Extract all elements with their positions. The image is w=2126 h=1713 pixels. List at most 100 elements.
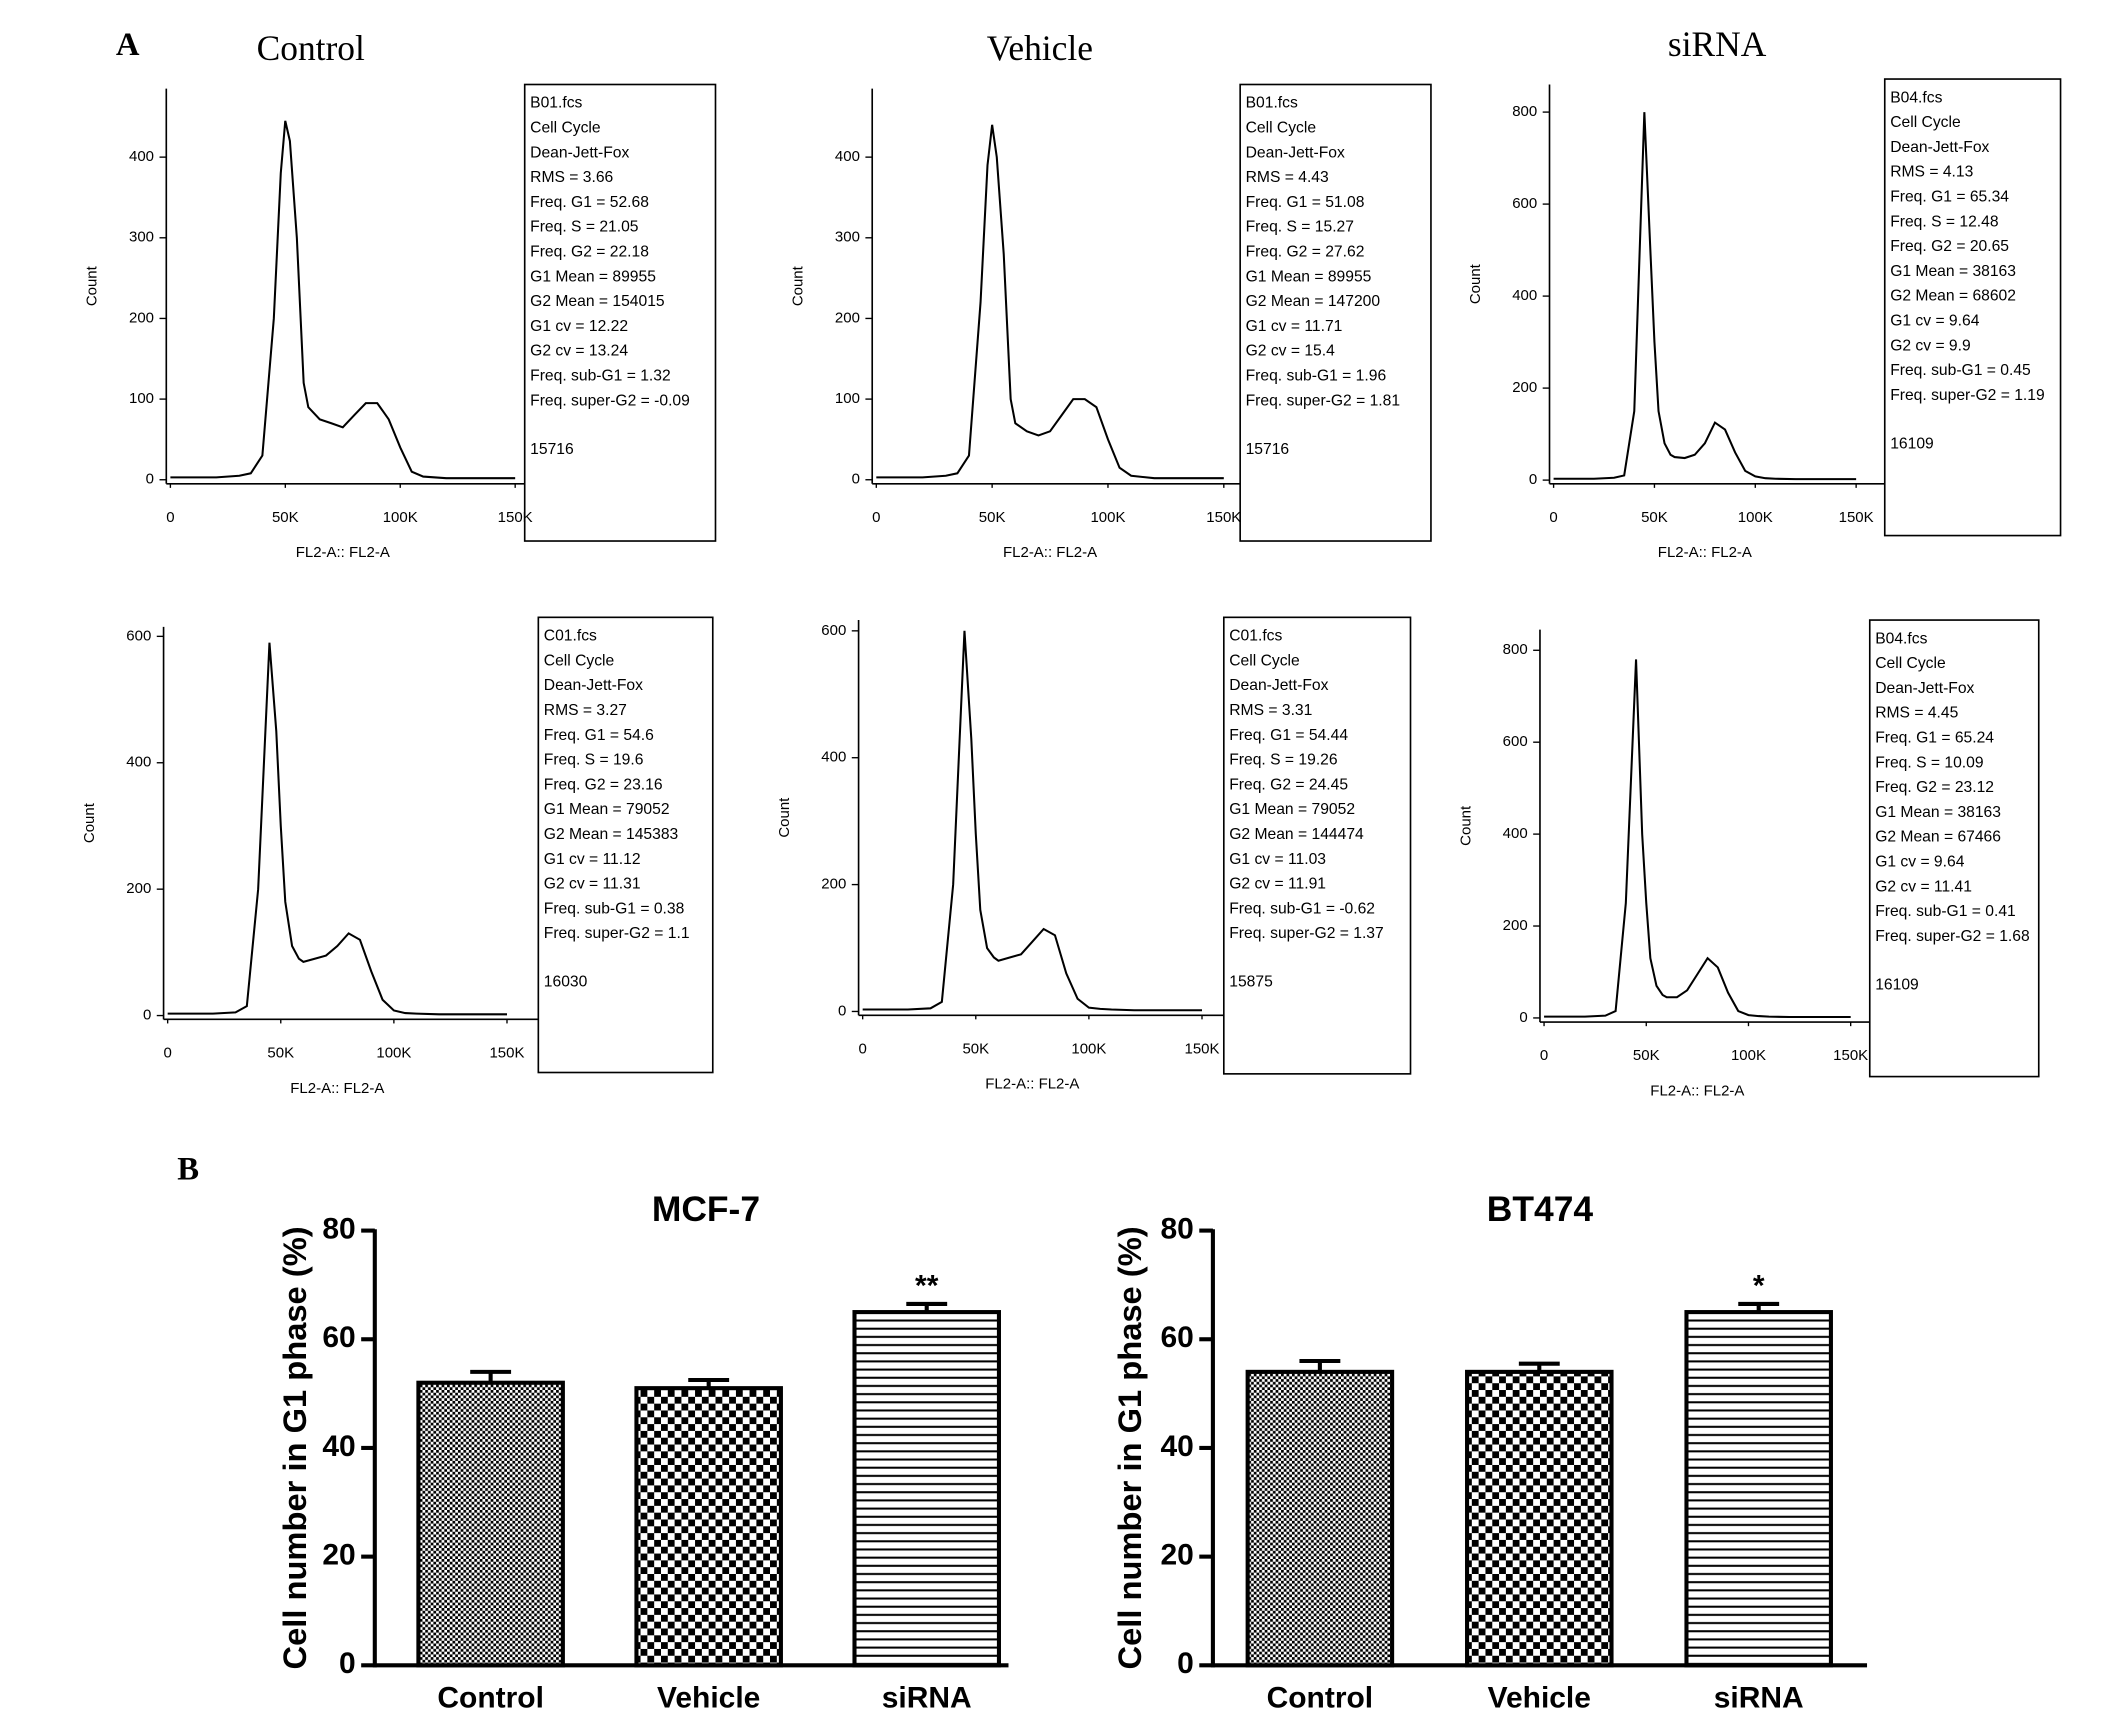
x-tick-label: Control (437, 1681, 544, 1713)
stats-line: RMS = 4.45 (1875, 705, 1958, 722)
y-tick-label: 800 (1512, 103, 1537, 120)
stats-line: Cell Cycle (1229, 652, 1300, 669)
x-tick-label: siRNA (1714, 1681, 1804, 1713)
y-tick-label: 400 (129, 148, 154, 165)
stats-line: Freq. G2 = 22.18 (530, 244, 649, 261)
y-tick-label: 0 (1519, 1009, 1527, 1026)
stats-line: Freq. super-G2 = 1.68 (1875, 928, 2030, 945)
y-axis-label: Cell number in G1 phase (%) (276, 1226, 313, 1669)
x-tick-label: 100K (1090, 509, 1125, 526)
y-tick-label: 80 (1160, 1213, 1193, 1246)
y-tick-label: 600 (1512, 195, 1537, 212)
stats-line: Freq. S = 19.26 (1229, 752, 1338, 769)
significance: ** (915, 1270, 939, 1303)
stats-line: Dean-Jett-Fox (544, 677, 643, 694)
stats-box (1239, 83, 1432, 542)
stats-line: G1 Mean = 79052 (544, 801, 670, 818)
y-tick-label: 0 (838, 1002, 846, 1019)
stats-line: Freq. G2 = 24.45 (1229, 776, 1348, 793)
y-axis-label: Count (84, 265, 101, 306)
stats-line: Dean-Jett-Fox (1246, 144, 1345, 161)
stats-line: G2 cv = 15.4 (1246, 343, 1335, 360)
stats-box (1222, 616, 1412, 1075)
y-tick-label: 300 (129, 229, 154, 246)
stats-line: Freq. G1 = 51.08 (1246, 194, 1365, 211)
y-tick-label: 400 (835, 148, 860, 165)
error-bar (688, 1377, 730, 1389)
stats-box (523, 83, 717, 542)
x-axis-label: FL2-A:: FL2-A (1003, 544, 1097, 561)
stats-line: Freq. S = 15.27 (1246, 219, 1354, 236)
y-axis-label: Count (1457, 805, 1474, 846)
error-bar (1518, 1361, 1560, 1372)
stats-box (1883, 78, 2062, 537)
stats-line: Freq. sub-G1 = 0.38 (544, 900, 685, 917)
histogram-line (1544, 659, 1851, 1019)
x-tick-label: Vehicle (657, 1681, 760, 1713)
stats-line: Cell Cycle (1890, 114, 1961, 131)
stats-line: G2 Mean = 67466 (1875, 829, 2001, 846)
histogram-line (1553, 112, 1857, 481)
stats-line: G1 cv = 12.22 (530, 318, 628, 335)
panel-label: B (177, 1151, 199, 1187)
y-axis-label: Count (1467, 263, 1484, 304)
x-tick-label: 100K (376, 1044, 411, 1061)
error-bar (1299, 1358, 1341, 1372)
stats-line: C01.fcs (1229, 628, 1282, 645)
stats-line: 15875 (1229, 974, 1273, 991)
x-tick-label: 0 (163, 1044, 171, 1061)
y-tick-label: 0 (852, 471, 860, 488)
stats-line: Freq. super-G2 = 1.19 (1890, 387, 2044, 404)
stats-line: Freq. S = 12.48 (1890, 213, 1999, 230)
stats-line: Freq. super-G2 = 1.37 (1229, 925, 1383, 942)
y-tick-label: 20 (1160, 1539, 1193, 1572)
stats-line: Freq. S = 21.05 (530, 219, 639, 236)
y-tick-label: 400 (1503, 825, 1528, 842)
stats-line: Cell Cycle (1875, 655, 1946, 672)
stats-box (1868, 619, 2040, 1078)
stats-line: G2 Mean = 145383 (544, 826, 679, 843)
x-tick-label: 150K (489, 1044, 524, 1061)
stats-line: 15716 (530, 441, 574, 458)
stats-line: G1 Mean = 79052 (1229, 801, 1355, 818)
stats-line: Freq. G2 = 23.12 (1875, 779, 1994, 796)
y-tick-label: 800 (1503, 641, 1528, 658)
x-tick-label: 0 (872, 509, 880, 526)
x-tick-label: 50K (962, 1040, 989, 1057)
bar (1684, 1310, 1833, 1668)
x-axis-label: FL2-A:: FL2-A (1650, 1083, 1744, 1100)
stats-line: B04.fcs (1890, 89, 1942, 106)
y-tick-label: 0 (1529, 471, 1537, 488)
bar (852, 1310, 1001, 1668)
y-tick-label: 600 (821, 622, 846, 639)
stats-line: Freq. S = 10.09 (1875, 754, 1983, 771)
column-title: Control (257, 28, 365, 68)
significance: * (1753, 1270, 1765, 1303)
x-tick-label: 0 (1549, 509, 1557, 526)
stats-line: Freq. G2 = 27.62 (1246, 244, 1365, 261)
y-tick-label: 40 (1160, 1430, 1193, 1463)
stats-line: 16109 (1890, 435, 1934, 452)
stats-line: Cell Cycle (530, 120, 601, 137)
stats-line: G2 cv = 11.31 (544, 876, 641, 893)
x-tick-label: 100K (1738, 509, 1773, 526)
stats-line: Cell Cycle (544, 652, 615, 669)
stats-line: 15716 (1246, 441, 1290, 458)
panel-label: A (116, 27, 140, 63)
stats-line: G2 cv = 9.9 (1890, 337, 1971, 354)
y-tick-label: 20 (322, 1539, 355, 1572)
stats-line: G2 Mean = 144474 (1229, 826, 1364, 843)
x-tick-label: 150K (1839, 509, 1874, 526)
stats-line: G1 cv = 11.71 (1246, 318, 1343, 335)
stats-line: Freq. sub-G1 = 0.41 (1875, 903, 2016, 920)
x-axis-label: FL2-A:: FL2-A (1658, 544, 1752, 561)
y-tick-label: 200 (1503, 917, 1528, 934)
y-tick-label: 40 (322, 1430, 355, 1463)
y-tick-label: 0 (146, 471, 154, 488)
x-tick-label: 50K (1633, 1047, 1660, 1064)
stats-line: Dean-Jett-Fox (1890, 139, 1989, 156)
error-bar (906, 1301, 948, 1313)
stats-line: G2 Mean = 147200 (1246, 293, 1381, 310)
stats-line: Freq. sub-G1 = 0.45 (1890, 362, 2031, 379)
column-title: siRNA (1668, 24, 1767, 64)
